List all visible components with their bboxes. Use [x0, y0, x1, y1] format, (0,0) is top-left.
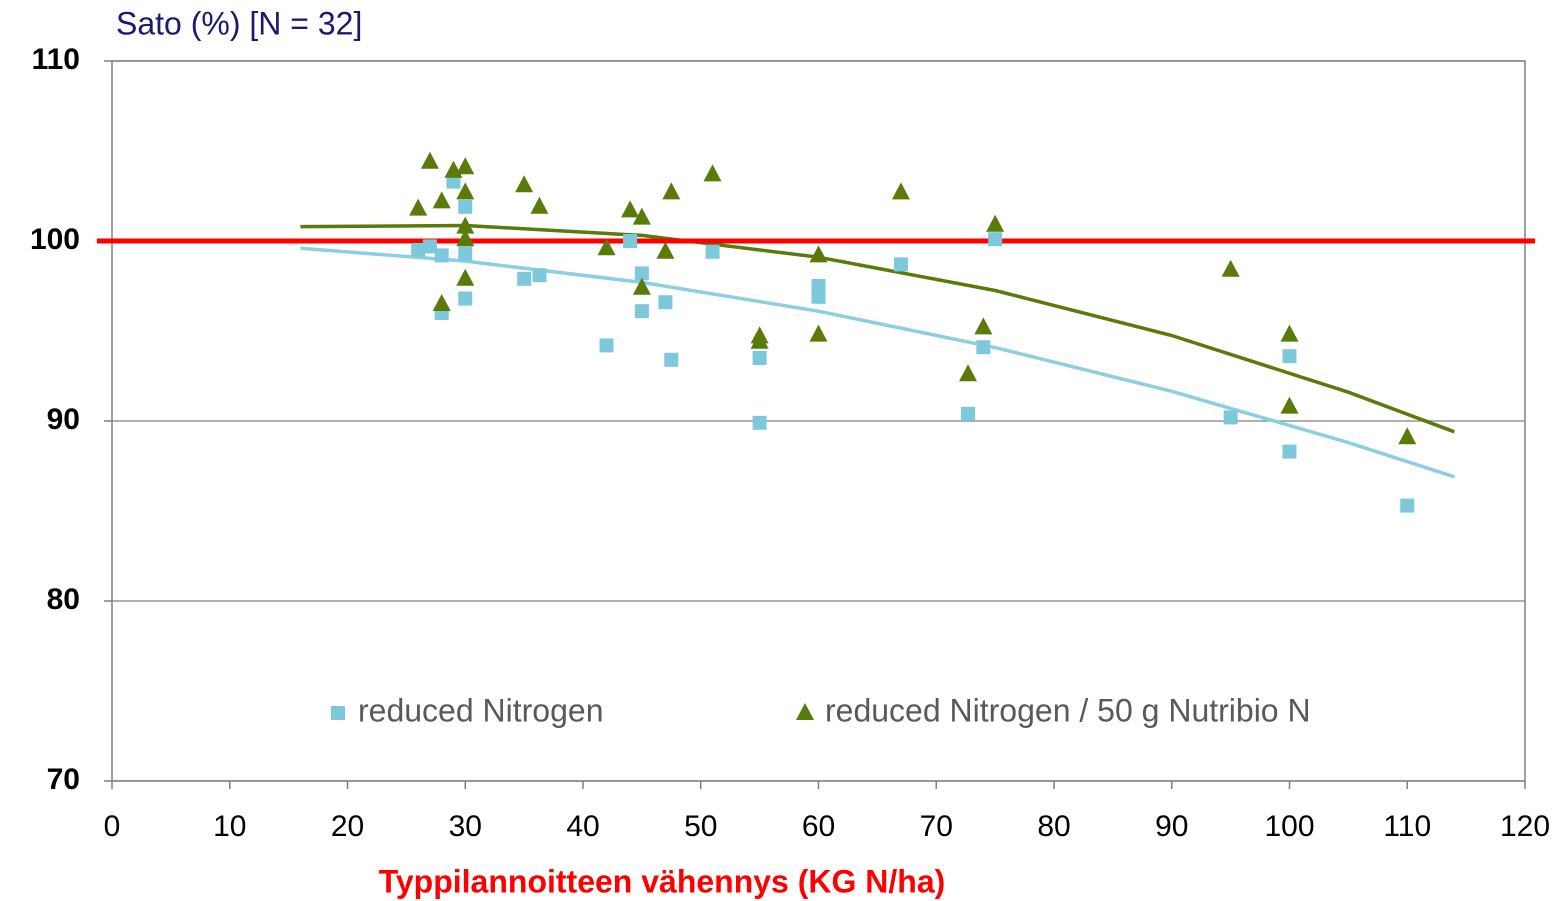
x-tick-label: 40	[566, 810, 599, 843]
marker-triangle	[986, 214, 1005, 232]
marker-triangle	[1280, 396, 1299, 414]
marker-square	[411, 243, 426, 257]
marker-square	[634, 304, 649, 319]
marker-triangle	[409, 198, 428, 216]
marker-triangle	[632, 277, 651, 295]
marker-triangle	[1221, 259, 1240, 277]
trend-line	[300, 223, 1455, 434]
y-tick-label: 100	[30, 223, 80, 256]
legend-label: reduced Nitrogen / 50 g Nutribio N	[825, 692, 1311, 728]
x-axis-label: Typpilannoitteen vähennys (KG N/ha)	[379, 863, 946, 899]
y-tick-label: 80	[47, 583, 80, 616]
marker-triangle	[703, 164, 722, 182]
marker-square	[434, 248, 449, 263]
x-tick-label: 60	[802, 810, 835, 843]
marker-square	[658, 295, 673, 310]
x-tick-label: 100	[1264, 810, 1314, 843]
marker-triangle	[809, 245, 828, 263]
marker-square	[422, 239, 437, 254]
marker-square	[961, 406, 976, 421]
x-tick-label: 120	[1500, 810, 1550, 843]
marker-triangle	[656, 241, 675, 259]
marker-square	[458, 246, 473, 261]
marker-triangle	[456, 182, 475, 200]
legend-marker	[796, 703, 814, 720]
marker-triangle	[456, 216, 475, 234]
legend-marker	[331, 706, 345, 720]
x-tick-label: 70	[920, 810, 953, 843]
marker-square	[599, 338, 614, 353]
x-tick-label: 0	[104, 810, 121, 843]
marker-square	[976, 340, 991, 355]
marker-square	[517, 271, 532, 286]
trend-line	[300, 246, 1455, 479]
marker-square	[1282, 349, 1297, 364]
marker-triangle	[809, 324, 828, 342]
chart-title: Sato (%) [N = 32]	[116, 5, 362, 41]
marker-square	[811, 279, 826, 293]
marker-square	[752, 351, 767, 365]
marker-square	[705, 244, 720, 259]
marker-triangle	[1280, 324, 1299, 342]
marker-triangle	[597, 238, 616, 256]
x-tick-label: 20	[331, 810, 364, 843]
marker-triangle	[530, 196, 549, 214]
legend-label: reduced Nitrogen	[358, 692, 603, 728]
marker-triangle	[432, 191, 451, 209]
marker-square	[446, 174, 461, 189]
marker-triangle	[959, 364, 978, 382]
marker-square	[1400, 498, 1415, 513]
marker-triangle	[515, 175, 534, 193]
y-tick-label: 90	[47, 403, 80, 436]
marker-triangle	[621, 200, 640, 218]
plot-frame	[111, 60, 1526, 782]
marker-square	[634, 266, 649, 281]
x-tick-label: 10	[213, 810, 246, 843]
marker-triangle	[891, 182, 910, 200]
marker-triangle	[632, 207, 651, 225]
marker-square	[458, 291, 473, 306]
marker-triangle	[662, 182, 681, 200]
y-tick-label: 110	[32, 43, 80, 76]
marker-square	[458, 199, 473, 214]
marker-square	[752, 415, 767, 430]
marker-square	[623, 234, 638, 248]
x-tick-label: 30	[449, 810, 482, 843]
marker-square	[1223, 410, 1238, 425]
x-tick-label: 90	[1155, 810, 1188, 843]
marker-triangle	[456, 268, 475, 286]
marker-triangle	[420, 151, 439, 169]
marker-triangle	[750, 331, 769, 349]
x-tick-label: 50	[684, 810, 717, 843]
marker-square	[811, 289, 826, 304]
marker-square	[893, 257, 908, 272]
marker-square	[664, 352, 679, 367]
marker-triangle	[1398, 427, 1417, 445]
x-tick-label: 80	[1037, 810, 1070, 843]
marker-square	[1282, 444, 1297, 459]
marker-triangle	[432, 294, 451, 311]
y-tick-label: 70	[47, 763, 80, 796]
marker-triangle	[456, 229, 475, 247]
marker-triangle	[974, 317, 993, 335]
x-tick-label: 110	[1383, 810, 1431, 843]
marker-triangle	[456, 157, 475, 175]
marker-square	[988, 232, 1003, 247]
marker-square	[532, 268, 547, 283]
